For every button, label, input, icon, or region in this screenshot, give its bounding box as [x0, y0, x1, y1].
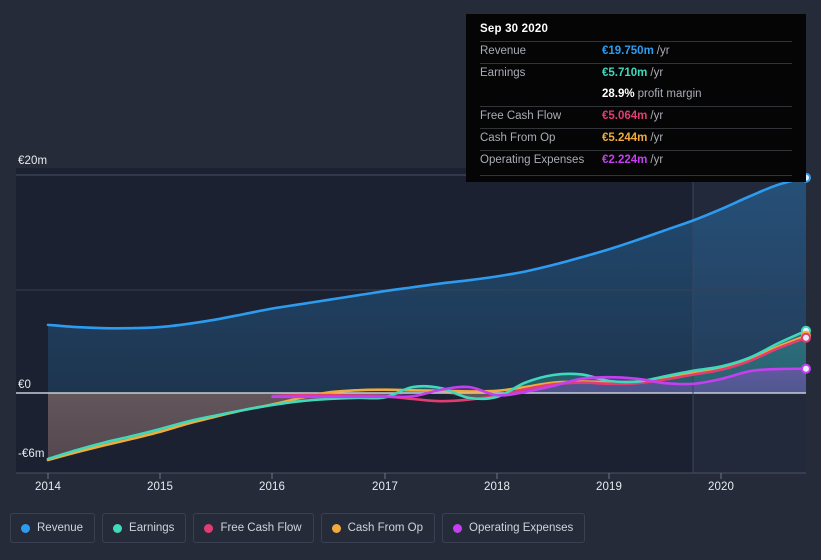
legend-item-earnings[interactable]: Earnings [102, 513, 187, 543]
tooltip-row-label: Cash From Op [480, 132, 556, 144]
x-axis-tick-label: 2018 [484, 481, 510, 493]
tooltip-row-value-wrap: €19.750m/yr [602, 45, 670, 57]
legend-color-dot-icon [21, 523, 30, 533]
series-line-revenue [46, 176, 806, 330]
x-axis-tick-label: 2016 [259, 481, 285, 493]
tooltip-date: Sep 30 2020 [480, 23, 549, 35]
x-axis-tick-label: 2019 [596, 481, 622, 493]
legend-item-label: Operating Expenses [469, 522, 574, 534]
tooltip-row-value: €19.750m [602, 45, 654, 57]
legend-color-dot-icon [204, 523, 214, 533]
legend-color-dot-icon [113, 523, 123, 533]
x-axis-tick-label: 2020 [708, 481, 734, 493]
tooltip-row-unit: /yr [650, 132, 664, 144]
operating-expenses-area-fill [272, 368, 806, 397]
tooltip-row-value-wrap: €5.244m/yr [602, 132, 663, 144]
tooltip-row-value: €2.224m [602, 154, 648, 166]
y-axis-tick-label: €20m [18, 155, 48, 167]
tooltip-row-value-wrap: 28.9% profit margin [602, 88, 702, 100]
chart-legend: Revenue Earnings Free Cash Flow Cash From O… [10, 513, 586, 543]
series-lines [46, 176, 806, 462]
series-line-cash-from-op [46, 334, 806, 462]
x-axis-tick-label: 2014 [35, 481, 61, 493]
legend-item-label: Cash From Op [347, 522, 424, 534]
legend-color-dot-icon [331, 523, 341, 533]
tooltip-row-unit: /yr [650, 154, 664, 166]
tooltip-row-label: Earnings [480, 67, 526, 79]
tooltip-row-label: Revenue [480, 45, 527, 57]
tooltip-rows: Revenue €19.750m/yr Earnings €5.710m/yr 28.9… [480, 41, 792, 172]
tooltip-row: Revenue €19.750m/yr [480, 41, 792, 63]
x-axis-tick-label: 2017 [372, 481, 398, 493]
tooltip-row-value: €5.244m [602, 132, 648, 144]
tooltip-row-value-wrap: €5.064m/yr [602, 110, 663, 122]
legend-item-label: Revenue [37, 522, 84, 534]
series-line-earnings [46, 329, 806, 461]
series-line-operating-expenses [271, 367, 806, 399]
legend-item-revenue[interactable]: Revenue [10, 513, 96, 543]
legend-item-label: Free Cash Flow [220, 522, 302, 534]
data-tooltip: Sep 30 2020 Revenue €19.750m/yr Earnings €5… [466, 14, 806, 182]
legend-item-free-cash-flow[interactable]: Free Cash Flow [193, 513, 314, 543]
tooltip-row-value-wrap: €2.224m/yr [602, 154, 663, 166]
tooltip-row-unit: /yr [656, 45, 670, 57]
x-axis-ticks [47, 473, 722, 479]
tooltip-row-value: 28.9% [602, 88, 635, 100]
x-axis-tick-label: 2015 [147, 481, 173, 493]
tooltip-row: Free Cash Flow €5.064m/yr [480, 106, 792, 128]
tooltip-row-unit: /yr [650, 67, 664, 79]
tooltip-row-label: Free Cash Flow [480, 110, 562, 122]
tooltip-row-label: Operating Expenses [480, 154, 585, 166]
tooltip-row-value: €5.710m [602, 67, 648, 79]
legend-item-label: Earnings [129, 522, 175, 534]
y-axis-tick-label: -€6m [18, 448, 45, 460]
tooltip-row-unit: /yr [650, 110, 664, 122]
earnings-area-fill [48, 330, 806, 459]
tooltip-row: Cash From Op €5.244m/yr [480, 128, 792, 150]
tooltip-row: 28.9% profit margin [480, 85, 792, 106]
legend-item-operating-expenses[interactable]: Operating Expenses [442, 513, 586, 543]
y-axis-tick-label: €0 [18, 379, 31, 391]
tooltip-row: Earnings €5.710m/yr [480, 63, 792, 85]
tooltip-row-unit: profit margin [637, 88, 702, 100]
legend-item-cash-from-op[interactable]: Cash From Op [320, 513, 436, 543]
tooltip-row-value-wrap: €5.710m/yr [602, 67, 663, 79]
tooltip-row-value: €5.064m [602, 110, 648, 122]
legend-color-dot-icon [453, 523, 463, 533]
tooltip-row: Operating Expenses €2.224m/yr [480, 150, 792, 172]
tooltip-bottom-rule [480, 175, 792, 176]
